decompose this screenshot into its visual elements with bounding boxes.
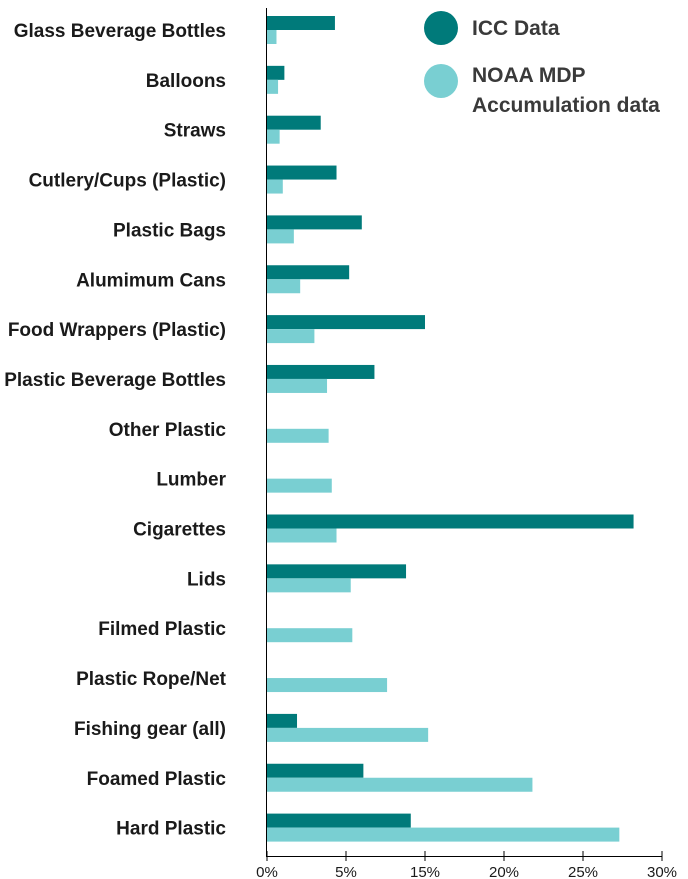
bar-noaa <box>267 727 429 742</box>
bar-icc <box>267 165 337 180</box>
x-axis-ticks: 0% 5% 15% 20% 25% 30% <box>256 851 677 879</box>
bar-noaa <box>267 229 294 244</box>
category-label: Plastic Rope/Net <box>76 669 227 690</box>
x-tick-label: 5% <box>335 864 357 879</box>
bar-icc <box>267 265 350 280</box>
bar-noaa <box>267 428 329 443</box>
category-labels: Glass Beverage Bottles Balloons Straws Cutl… <box>4 21 226 840</box>
bar-icc <box>267 763 364 778</box>
x-tick-label: 20% <box>489 864 519 879</box>
x-tick-label: 30% <box>647 864 677 879</box>
bar-icc <box>267 215 362 230</box>
bar-noaa <box>267 628 353 643</box>
legend: ICC Data NOAA MDP Accumulation data <box>424 11 660 117</box>
bar-icc <box>267 813 411 828</box>
x-tick-label: 25% <box>568 864 598 879</box>
bar-noaa <box>267 129 280 144</box>
bar-noaa <box>267 777 533 792</box>
bars-group <box>267 16 634 842</box>
category-label: Glass Beverage Bottles <box>14 21 226 42</box>
bar-icc <box>267 315 425 330</box>
legend-label: Accumulation data <box>472 94 660 117</box>
bar-noaa <box>267 827 620 842</box>
bar-noaa <box>267 528 337 543</box>
category-label: Balloons <box>146 71 226 92</box>
legend-marker <box>424 64 458 98</box>
category-label: Plastic Beverage Bottles <box>4 370 226 391</box>
legend-label: ICC Data <box>472 17 560 40</box>
bar-noaa <box>267 30 277 44</box>
category-label: Lumber <box>156 470 226 491</box>
category-label: Other Plastic <box>109 420 227 441</box>
category-label: Foamed Plastic <box>87 769 227 790</box>
bar-noaa <box>267 329 315 344</box>
category-label: Alumimum Cans <box>76 270 226 291</box>
category-label: Fishing gear (all) <box>74 719 226 740</box>
category-label: Straws <box>164 121 226 142</box>
legend-marker <box>424 11 458 45</box>
bar-icc <box>267 16 335 30</box>
category-label: Hard Plastic <box>116 819 226 840</box>
bar-noaa <box>267 678 388 693</box>
bar-noaa <box>267 279 301 294</box>
category-label: Filmed Plastic <box>98 619 226 640</box>
category-label: Lids <box>187 569 226 590</box>
legend-label: NOAA MDP <box>472 64 586 87</box>
bar-icc <box>267 364 375 379</box>
bar-icc <box>267 514 634 529</box>
bar-noaa <box>267 79 279 94</box>
bar-icc <box>267 65 285 80</box>
bar-noaa <box>267 478 332 493</box>
category-label: Plastic Bags <box>113 220 226 241</box>
category-label: Cutlery/Cups (Plastic) <box>29 171 226 192</box>
bar-noaa <box>267 578 351 593</box>
bar-icc <box>267 713 298 728</box>
bar-noaa <box>267 378 328 393</box>
category-label: Food Wrappers (Plastic) <box>8 320 226 341</box>
bar-icc <box>267 564 407 579</box>
bar-noaa <box>267 179 283 194</box>
x-tick-label: 0% <box>256 864 278 879</box>
x-tick-label: 15% <box>410 864 440 879</box>
bar-icc <box>267 115 321 130</box>
category-label: Cigarettes <box>133 520 226 541</box>
